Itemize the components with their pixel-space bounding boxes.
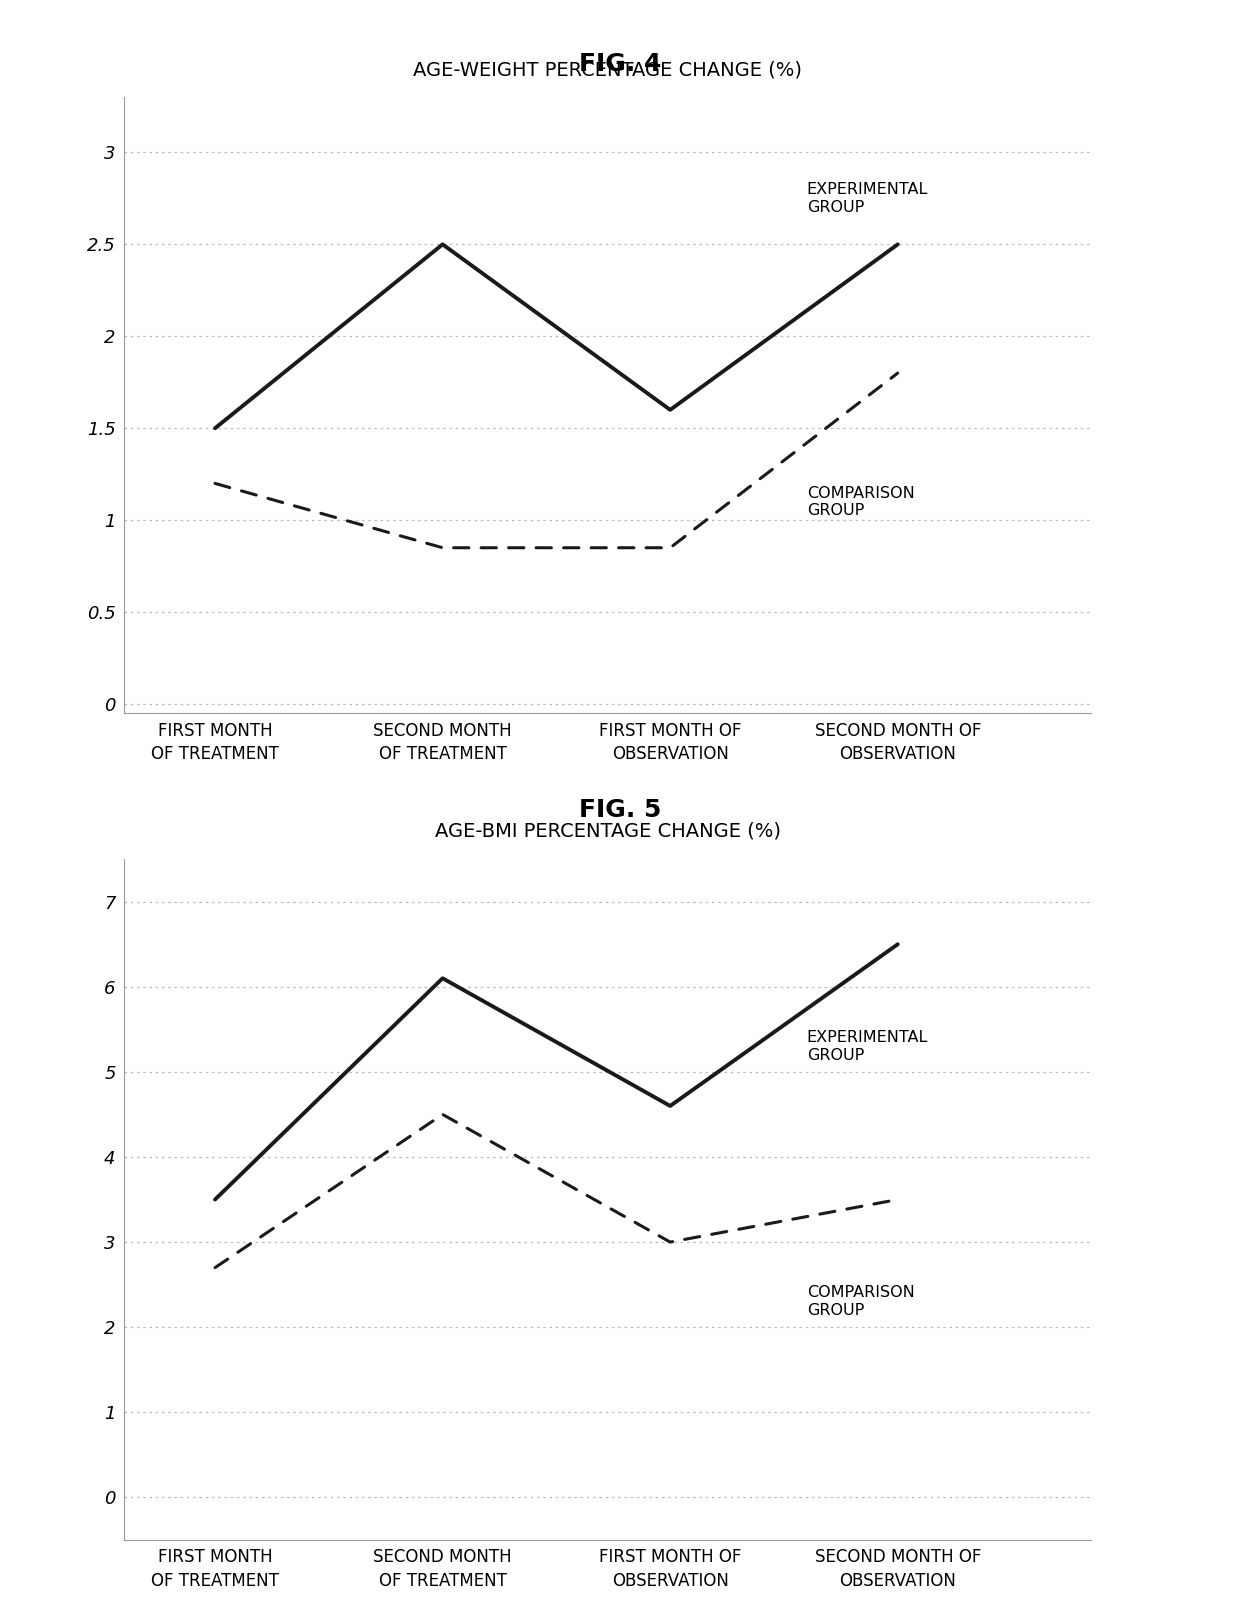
Text: COMPARISON
GROUP: COMPARISON GROUP (807, 1285, 914, 1318)
Title: AGE-WEIGHT PERCENTAGE CHANGE (%): AGE-WEIGHT PERCENTAGE CHANGE (%) (413, 60, 802, 79)
Text: COMPARISON
GROUP: COMPARISON GROUP (807, 486, 914, 519)
Text: FIG. 4: FIG. 4 (579, 52, 661, 76)
Text: EXPERIMENTAL
GROUP: EXPERIMENTAL GROUP (807, 1031, 928, 1062)
Text: EXPERIMENTAL
GROUP: EXPERIMENTAL GROUP (807, 182, 928, 214)
Text: FIG. 5: FIG. 5 (579, 798, 661, 822)
Title: AGE-BMI PERCENTAGE CHANGE (%): AGE-BMI PERCENTAGE CHANGE (%) (434, 822, 781, 841)
